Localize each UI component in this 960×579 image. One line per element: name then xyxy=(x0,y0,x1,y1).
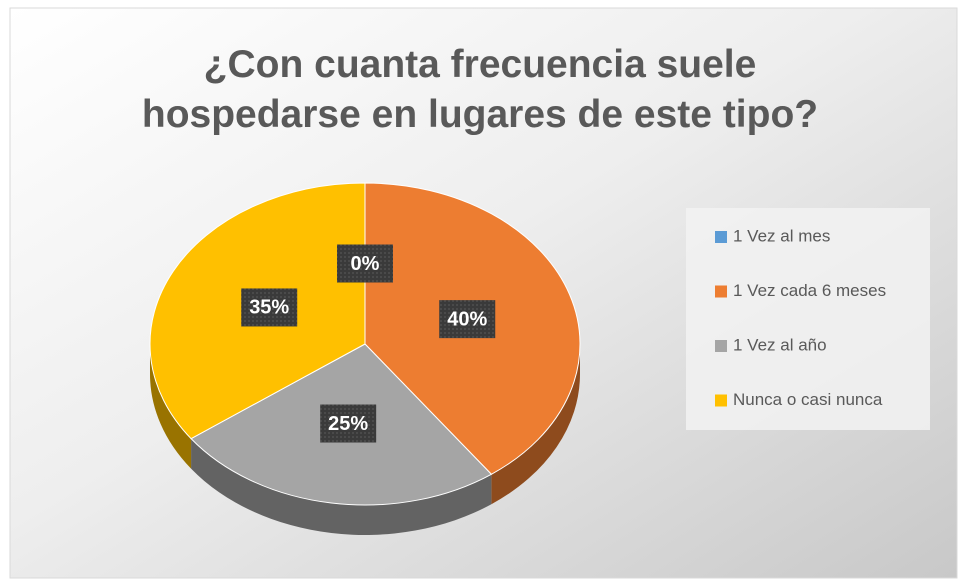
legend-swatch xyxy=(715,340,727,352)
pie: 0% 40% 25% 35% xyxy=(149,182,581,536)
legend-swatch xyxy=(715,285,727,298)
data-label-box xyxy=(337,244,393,283)
slice-side xyxy=(150,344,192,469)
data-label: 40% xyxy=(447,308,487,330)
legend-swatch xyxy=(715,394,727,407)
data-label-box xyxy=(320,404,377,443)
data-label-box xyxy=(241,288,298,327)
legend-label: 1 Vez al mes xyxy=(733,226,830,245)
chart-title: ¿Con cuanta frecuencia suele hospedarse … xyxy=(141,43,819,136)
data-label-box xyxy=(439,300,496,339)
legend: 1 Vez al mes 1 Vez cada 6 meses 1 Vez al a… xyxy=(715,226,886,409)
legend-box xyxy=(686,208,930,430)
data-label: 35% xyxy=(249,297,289,319)
data-label: 0% xyxy=(351,253,380,275)
data-label: 25% xyxy=(328,413,368,435)
legend-swatch xyxy=(715,231,727,243)
slice-side xyxy=(191,438,492,536)
legend-label: Nunca o casi nunca xyxy=(733,390,883,409)
slice-side xyxy=(491,344,580,505)
legend-label: 1 Vez cada 6 meses xyxy=(733,281,886,300)
legend-label: 1 Vez al año xyxy=(733,335,827,354)
